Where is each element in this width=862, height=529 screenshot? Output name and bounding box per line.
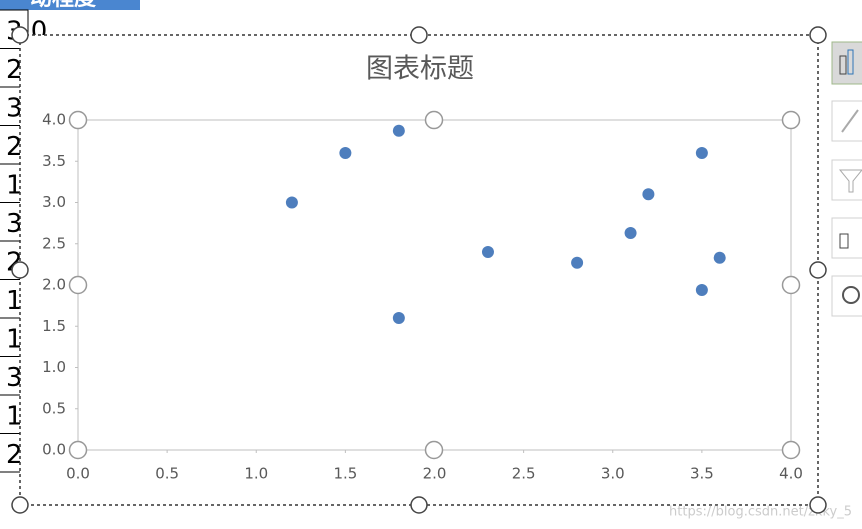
cell-text: 2 — [6, 132, 23, 162]
resize-handle[interactable] — [11, 261, 29, 279]
y-tick-label: 0.5 — [42, 399, 66, 417]
resize-handle[interactable] — [809, 261, 827, 279]
y-tick-label: 1.0 — [42, 358, 66, 376]
icon — [841, 109, 859, 133]
settings-button[interactable] — [831, 275, 862, 317]
resize-handle[interactable] — [781, 110, 801, 130]
y-tick-label: 4.0 — [42, 111, 66, 129]
cell-text: 1 — [6, 402, 23, 432]
y-tick-label: 0.0 — [42, 441, 66, 459]
resize-handle[interactable] — [410, 26, 428, 44]
resize-handle[interactable] — [424, 110, 444, 130]
chart-filters-button[interactable] — [831, 159, 862, 201]
resize-handle[interactable] — [68, 440, 88, 460]
x-tick-label: 1.5 — [333, 465, 357, 483]
point — [339, 147, 352, 159]
resize-handle[interactable] — [410, 496, 428, 514]
resize-handle[interactable] — [781, 275, 801, 295]
x-tick-label: 4.0 — [779, 465, 803, 483]
point — [624, 227, 637, 240]
cell-text: 1 — [6, 325, 23, 355]
cell-text: 1 — [6, 286, 23, 316]
resize-handle[interactable] — [809, 496, 827, 514]
point — [571, 256, 584, 269]
y-tick-label: 3.5 — [42, 152, 66, 170]
icon — [842, 286, 860, 304]
icon — [838, 169, 862, 193]
x-tick-label: 3.5 — [690, 465, 714, 483]
icon — [847, 49, 854, 75]
resize-handle[interactable] — [424, 440, 444, 460]
point — [392, 124, 405, 137]
y-tick-label: 2.5 — [42, 234, 66, 252]
chart-title[interactable]: 图表标题 — [366, 54, 474, 85]
y-tick-label: 3.0 — [42, 193, 66, 211]
resize-handle[interactable] — [809, 26, 827, 44]
x-tick-label: 2.0 — [423, 465, 447, 483]
point — [695, 283, 708, 296]
y-tick-label: 1.5 — [42, 317, 66, 335]
side-buttons — [831, 41, 862, 317]
y-tick-label: 2.0 — [42, 276, 66, 294]
chart-elements-button[interactable] — [831, 41, 862, 85]
icon — [839, 233, 849, 249]
x-tick-label: 3.0 — [601, 465, 625, 483]
point — [642, 188, 655, 201]
point — [713, 251, 726, 264]
x-tick-label: 2.5 — [512, 465, 536, 483]
cell-text: 3 — [6, 209, 23, 239]
x-tick-label: 0.5 — [155, 465, 179, 483]
resize-handle[interactable] — [68, 110, 88, 130]
resize-handle[interactable] — [68, 275, 88, 295]
x-tick-label: 0.0 — [66, 465, 90, 483]
point — [285, 196, 298, 209]
x-tick-label: 1.0 — [244, 465, 268, 483]
chart-frame[interactable] — [19, 34, 819, 506]
icon — [839, 55, 847, 75]
chart-layout-button[interactable] — [831, 217, 862, 259]
resize-handle[interactable] — [11, 26, 29, 44]
point — [695, 147, 708, 159]
resize-handle[interactable] — [11, 496, 29, 514]
point — [481, 246, 494, 258]
point — [392, 312, 405, 324]
cell-text: 2 — [6, 440, 23, 470]
header-cell — [0, 0, 140, 10]
resize-handle[interactable] — [781, 440, 801, 460]
cell-text: 3 — [6, 94, 23, 124]
cell-text: 3 — [6, 363, 23, 393]
watermark: https://blog.csdn.net/zkky_5 — [669, 505, 852, 520]
cell-text: 1 — [6, 171, 23, 201]
chart-styles-button[interactable] — [831, 100, 862, 142]
cell-text: 2 — [6, 55, 23, 85]
header-text: 动程度 — [30, 0, 97, 11]
